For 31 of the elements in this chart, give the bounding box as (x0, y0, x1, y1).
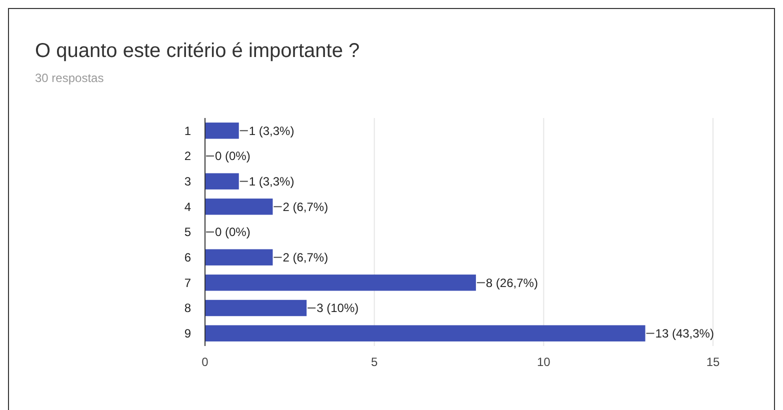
bar (205, 274, 476, 291)
data-label: 0 (0%) (215, 149, 250, 164)
y-tick-label: 8 (184, 301, 192, 316)
x-tick-label: 5 (370, 355, 378, 369)
chart-title: O quanto este critério é importante ? (35, 40, 360, 62)
y-tick-label: 1 (184, 124, 192, 138)
y-tick-label: 4 (184, 200, 192, 214)
bar (205, 173, 239, 190)
bar (205, 300, 307, 316)
data-label: 2 (6,7%) (282, 250, 328, 265)
bar (205, 249, 273, 266)
text: 30 respostas (35, 71, 104, 85)
x-tick-label: 10 (536, 355, 551, 369)
x-tick-label: 0 (202, 355, 209, 369)
y-tick-label: 3 (184, 174, 192, 189)
y-tick-label: 6 (184, 250, 192, 265)
data-label: 1 (3,3%) (248, 174, 294, 189)
y-tick-label: 7 (184, 276, 192, 290)
bar (205, 198, 273, 215)
bar (205, 325, 646, 342)
y-tick-label: 5 (184, 225, 192, 240)
bar (205, 122, 239, 139)
data-label: 2 (6,7%) (282, 200, 328, 214)
data-label: 1 (3,3%) (248, 124, 294, 138)
data-label: 13 (43,3%) (655, 326, 714, 341)
x-tick-label: 15 (706, 355, 720, 369)
data-label: 8 (26,7%) (486, 276, 538, 290)
y-tick-label: 9 (184, 326, 192, 341)
y-tick-label: 2 (184, 149, 192, 164)
data-label: 3 (10%) (316, 301, 359, 316)
data-label: 0 (0%) (215, 225, 250, 240)
